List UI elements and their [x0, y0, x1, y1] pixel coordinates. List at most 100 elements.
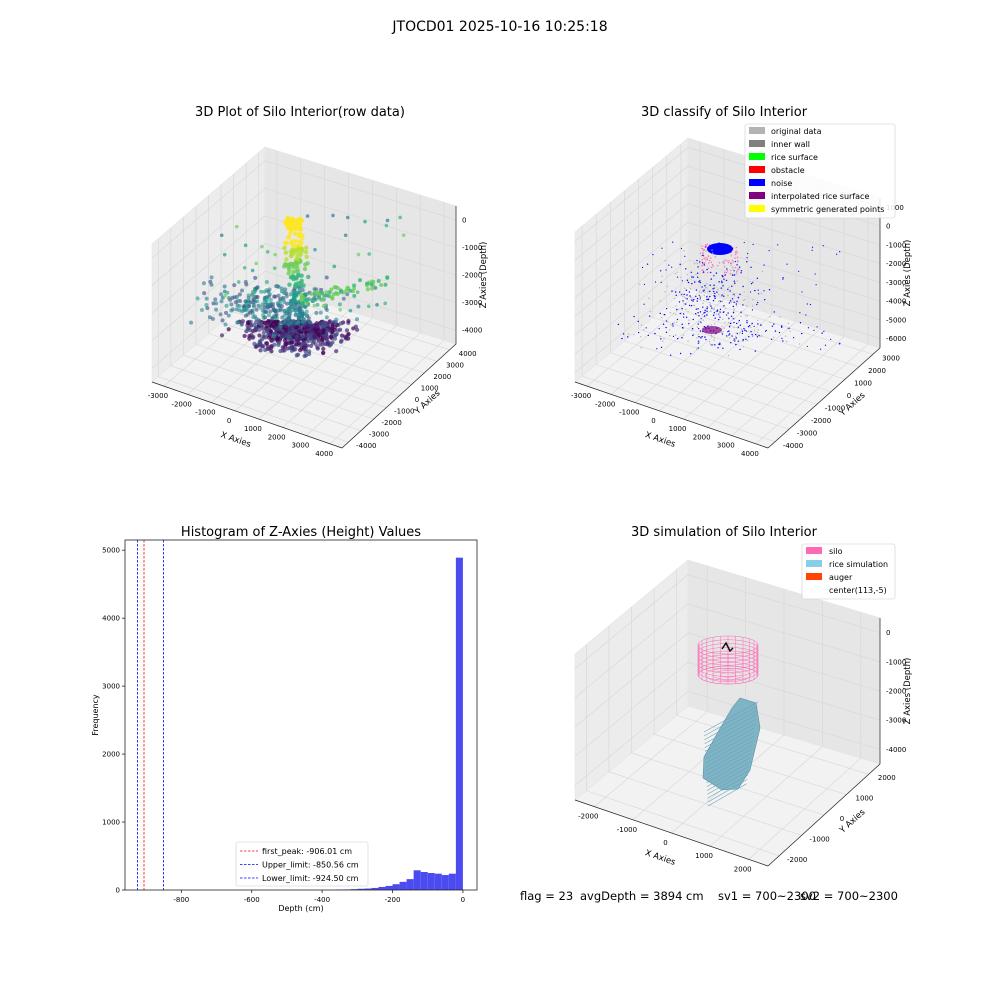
classify-point [678, 301, 681, 303]
classify-title: 3D classify of Silo Interior [641, 105, 808, 120]
raw-point [223, 322, 228, 327]
figure-suptitle: JTOCD01 2025-10-16 10:25:18 [391, 19, 607, 35]
raw-point [325, 308, 329, 312]
classify-point-noise [731, 248, 733, 250]
raw-point [280, 345, 285, 350]
classify-point [699, 252, 702, 255]
raw-point [272, 342, 277, 347]
classify-point [730, 341, 732, 344]
classify-point-silo [728, 260, 730, 262]
sim-xlabel: X Axies [644, 848, 677, 868]
classify-point [670, 324, 672, 326]
classify-point-silo [701, 269, 703, 271]
classify-point [699, 298, 701, 301]
sim-tick-x: -1000 [617, 826, 637, 834]
classify-point [719, 300, 721, 302]
classify-point-silo [736, 272, 738, 274]
classify-point [734, 282, 736, 284]
raw-point [247, 333, 252, 339]
histogram-legend-label: Lower_limit: -924.50 cm [262, 874, 359, 883]
raw-point [283, 250, 289, 255]
raw-point-cloud [189, 213, 406, 359]
classify-point [643, 329, 645, 331]
cls-grid-x [731, 336, 845, 436]
raw-point [330, 323, 335, 328]
raw-xlabel: X Axies [219, 430, 252, 450]
classify-point [661, 316, 663, 319]
classify-point [720, 287, 723, 289]
raw-point [316, 332, 321, 337]
status-sv1: sv1 = 700~2300 [718, 889, 816, 903]
classify-point-noise [652, 254, 654, 256]
classify-point-silo [731, 259, 734, 261]
raw-point [195, 296, 200, 301]
classify-point [699, 280, 701, 282]
histogram-ytick-label: 3000 [102, 683, 120, 691]
classify-point-noise [719, 343, 721, 346]
classify-point-noise [743, 241, 745, 244]
classify-point [697, 323, 699, 325]
histogram-bar [427, 873, 435, 890]
classify-point [752, 305, 754, 307]
classify-point [693, 298, 695, 301]
cls-tick-y: -4000 [783, 442, 803, 450]
raw-tick-x: -3000 [148, 392, 168, 400]
classify-point [700, 322, 703, 324]
classify-point [746, 261, 748, 263]
classify-point [782, 340, 784, 342]
raw-point [254, 307, 259, 312]
classify-point-silo [706, 243, 709, 246]
raw-point [273, 252, 277, 257]
raw-point [328, 342, 334, 347]
classify-point-noise [718, 242, 720, 244]
classify-point [697, 347, 699, 349]
classify-point-noise [668, 264, 670, 266]
raw-point [338, 307, 343, 312]
sim-tick-z: -1000 [886, 658, 906, 666]
classify-point [728, 302, 731, 304]
raw-point [268, 329, 274, 334]
raw-point [314, 310, 319, 315]
classify-point-noise [659, 270, 662, 272]
raw-point [302, 344, 307, 349]
raw-point [345, 215, 350, 220]
raw-point [334, 317, 339, 322]
classify-point [703, 264, 706, 266]
classify-point [733, 321, 735, 324]
classify-point [747, 325, 750, 328]
classify-legend-frame [744, 123, 896, 219]
classify-point [628, 333, 630, 336]
classify-point-noise [725, 244, 727, 247]
raw-point [332, 285, 337, 290]
classify-point [730, 301, 732, 304]
classify-point [707, 290, 709, 293]
classify-point [748, 324, 751, 327]
classify-point [676, 321, 678, 323]
classify-point [785, 340, 788, 343]
raw-point [264, 279, 269, 284]
classify-point [711, 307, 713, 309]
classify-point-noise [641, 266, 644, 269]
raw-point [297, 329, 302, 334]
classify-legend-swatch [749, 166, 765, 173]
classify-point [740, 270, 743, 272]
classify-point [684, 287, 686, 289]
classify-point [718, 318, 720, 321]
cls-tick-z: -3000 [886, 279, 906, 287]
raw-point [335, 285, 340, 290]
raw-point [277, 330, 282, 335]
classify-point-silo [734, 251, 737, 253]
classify-interp-surface [702, 326, 722, 334]
raw-point [267, 287, 272, 292]
classify-point-noise [814, 273, 816, 275]
classify-point [728, 337, 731, 339]
classify-point [723, 327, 726, 329]
classify-point-noise [643, 283, 646, 285]
raw-point [329, 287, 334, 292]
raw-point [398, 215, 402, 220]
classify-point [691, 276, 693, 278]
raw-point [240, 321, 245, 326]
classify-point [769, 321, 771, 324]
classify-point [686, 273, 688, 276]
raw-point [286, 271, 291, 276]
